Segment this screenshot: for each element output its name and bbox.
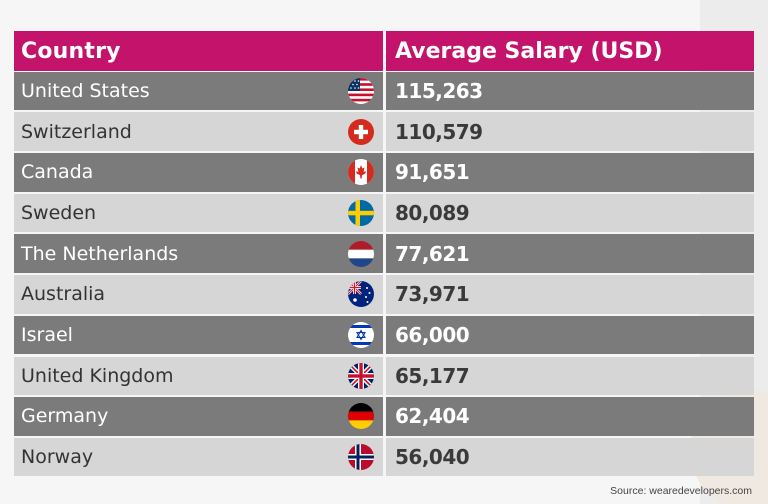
australia-flag-icon xyxy=(348,281,374,308)
salary-cell: 56,040 xyxy=(386,437,754,477)
country-name: Norway xyxy=(21,446,94,469)
germany-flag-icon xyxy=(348,403,374,430)
salary-value: 56,040 xyxy=(395,445,470,470)
sweden-flag-icon xyxy=(348,200,374,227)
salary-value: 115,263 xyxy=(395,78,483,103)
salary-value: 66,000 xyxy=(395,323,470,348)
country-cell: Canada xyxy=(14,153,383,192)
table-row: The Netherlands 77,621 xyxy=(14,234,754,275)
table-row: Israel 66,000 xyxy=(14,315,754,357)
country-cell: Sweden xyxy=(14,193,383,233)
table-header-row: Country Average Salary (USD) xyxy=(14,31,754,72)
table-row: Norway 56,040 xyxy=(14,437,754,479)
israel-flag-icon xyxy=(348,322,374,349)
country-cell: United Kingdom xyxy=(14,356,383,396)
salary-value: 91,651 xyxy=(395,160,470,185)
country-cell: United States xyxy=(14,71,383,111)
salary-cell: 91,651 xyxy=(386,153,754,192)
salary-cell: 80,089 xyxy=(386,193,754,233)
switzerland-flag-icon xyxy=(348,118,374,145)
salary-value: 80,089 xyxy=(395,201,470,226)
salary-value: 65,177 xyxy=(395,363,470,388)
country-name: Australia xyxy=(21,283,106,306)
table-row: Germany 62,404 xyxy=(14,397,754,438)
netherlands-flag-icon xyxy=(348,240,374,267)
country-name: Israel xyxy=(21,324,73,347)
country-name: Sweden xyxy=(21,202,97,225)
table-row: Switzerland 110,579 xyxy=(14,112,754,153)
country-name: Canada xyxy=(21,161,94,184)
canada-flag-icon xyxy=(348,159,374,186)
salary-value: 62,404 xyxy=(395,404,470,429)
header-country-cell: Country xyxy=(14,31,383,71)
country-name: United Kingdom xyxy=(21,364,174,387)
country-cell: Norway xyxy=(14,437,383,477)
table-row: United Kingdom 65,177 xyxy=(14,356,754,398)
table-row: Canada 91,651 xyxy=(14,153,754,194)
us-flag-icon xyxy=(348,77,374,104)
salary-value: 73,971 xyxy=(395,282,470,307)
table-row: Australia 73,971 xyxy=(14,275,754,316)
uk-flag-icon xyxy=(348,362,374,389)
header-country-label: Country xyxy=(21,38,121,64)
table-row: Sweden 80,089 xyxy=(14,193,754,235)
country-cell: Germany xyxy=(14,397,383,436)
header-salary-cell: Average Salary (USD) xyxy=(386,31,754,71)
salary-value: 77,621 xyxy=(395,241,470,266)
salary-cell: 66,000 xyxy=(386,315,754,355)
country-name: Germany xyxy=(21,405,109,428)
salary-cell: 115,263 xyxy=(386,71,754,111)
header-salary-label: Average Salary (USD) xyxy=(395,38,663,64)
country-cell: The Netherlands xyxy=(14,234,383,274)
table-body: United States 115,263 Switzerland 110,579… xyxy=(14,71,754,479)
salary-cell: 62,404 xyxy=(386,397,754,436)
salary-cell: 65,177 xyxy=(386,356,754,396)
salary-cell: 77,621 xyxy=(386,234,754,274)
salary-cell: 73,971 xyxy=(386,275,754,314)
salary-cell: 110,579 xyxy=(386,112,754,151)
country-name: United States xyxy=(21,79,150,102)
salary-value: 110,579 xyxy=(395,119,483,144)
country-cell: Switzerland xyxy=(14,112,383,151)
country-cell: Australia xyxy=(14,275,383,314)
table-row: United States 115,263 xyxy=(14,71,754,113)
country-name: Switzerland xyxy=(21,120,132,143)
country-cell: Israel xyxy=(14,315,383,355)
country-name: The Netherlands xyxy=(21,242,179,265)
source-note: Source: wearedevelopers.com xyxy=(610,485,752,497)
salary-table: Country Average Salary (USD) United Stat… xyxy=(14,31,754,479)
norway-flag-icon xyxy=(348,444,374,471)
